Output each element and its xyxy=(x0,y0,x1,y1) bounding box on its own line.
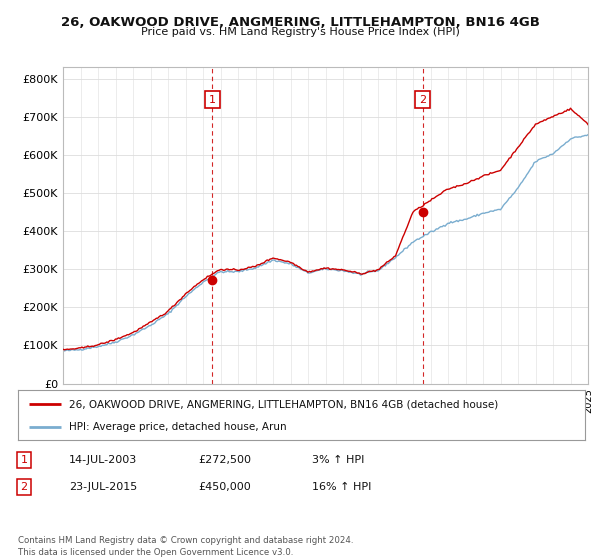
Text: £272,500: £272,500 xyxy=(198,455,251,465)
Text: 26, OAKWOOD DRIVE, ANGMERING, LITTLEHAMPTON, BN16 4GB: 26, OAKWOOD DRIVE, ANGMERING, LITTLEHAMP… xyxy=(61,16,539,29)
Text: 3% ↑ HPI: 3% ↑ HPI xyxy=(312,455,364,465)
Text: 1: 1 xyxy=(20,455,28,465)
Text: 14-JUL-2003: 14-JUL-2003 xyxy=(69,455,137,465)
Text: Contains HM Land Registry data © Crown copyright and database right 2024.
This d: Contains HM Land Registry data © Crown c… xyxy=(18,536,353,557)
Text: HPI: Average price, detached house, Arun: HPI: Average price, detached house, Arun xyxy=(69,422,287,432)
Text: £450,000: £450,000 xyxy=(198,482,251,492)
Text: 2: 2 xyxy=(20,482,28,492)
Text: Price paid vs. HM Land Registry's House Price Index (HPI): Price paid vs. HM Land Registry's House … xyxy=(140,27,460,37)
Text: 23-JUL-2015: 23-JUL-2015 xyxy=(69,482,137,492)
Text: 1: 1 xyxy=(209,95,216,105)
Text: 2: 2 xyxy=(419,95,427,105)
Text: 26, OAKWOOD DRIVE, ANGMERING, LITTLEHAMPTON, BN16 4GB (detached house): 26, OAKWOOD DRIVE, ANGMERING, LITTLEHAMP… xyxy=(69,399,498,409)
Text: 16% ↑ HPI: 16% ↑ HPI xyxy=(312,482,371,492)
